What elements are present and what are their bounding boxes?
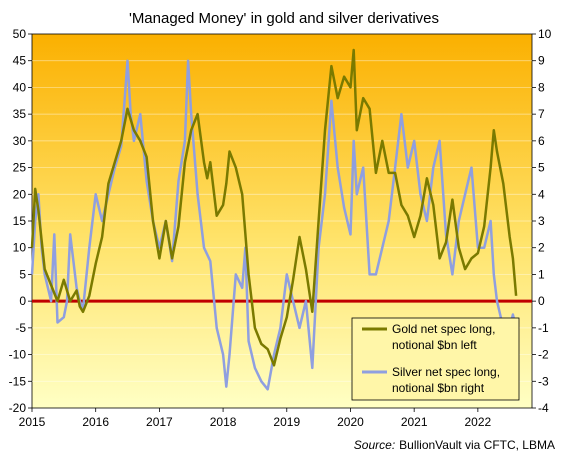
y-right-tick-label: -1 [538, 321, 549, 335]
x-tick-label: 2021 [401, 415, 428, 429]
x-tick-label: 2016 [82, 415, 109, 429]
y-right-tick-label: 1 [538, 267, 545, 281]
y-right-tick-label: 6 [538, 134, 545, 148]
y-right-tick-label: -2 [538, 348, 549, 362]
y-left-tick-label: 0 [19, 294, 26, 308]
y-left-tick-label: 35 [13, 107, 27, 121]
svg-text:Source:BullionVault via CFTC,: Source: BullionVault via CFTC, LBMA [354, 438, 555, 452]
series-lines [30, 48, 518, 391]
x-axis: 2015 2016 2017 2018 2019 2020 2021 2022 [19, 408, 492, 429]
y-left-tick-label: -10 [9, 348, 27, 362]
y-right-tick-label: 7 [538, 107, 545, 121]
series-line-silver [30, 59, 518, 391]
y-right-tick-label: 4 [538, 187, 545, 201]
x-tick-label: 2022 [465, 415, 492, 429]
y-left-tick-label: 45 [13, 54, 27, 68]
y-right-tick-label: -3 [538, 374, 549, 388]
y-left-tick-label: 25 [13, 161, 27, 175]
x-tick-label: 2019 [273, 415, 300, 429]
chart-title: 'Managed Money' in gold and silver deriv… [129, 10, 439, 27]
y-left-tick-label: 20 [13, 187, 27, 201]
y-left-tick-label: -15 [9, 374, 27, 388]
x-tick-label: 2015 [19, 415, 46, 429]
y-right-tick-label: 5 [538, 161, 545, 175]
y-left-tick-label: -20 [9, 401, 27, 415]
y-right-tick-label: 2 [538, 241, 545, 255]
y-right-tick-label: -4 [538, 401, 549, 415]
y-right-tick-label: 9 [538, 54, 545, 68]
x-tick-label: 2017 [146, 415, 173, 429]
y-axis-right: -4 -3 -2 -1 0 1 2 3 4 5 6 7 8 9 10 [532, 27, 552, 415]
y-right-tick-label: 8 [538, 80, 545, 94]
x-tick-label: 2020 [337, 415, 364, 429]
legend-label-silver-line2: notional $bn right [392, 381, 485, 395]
y-right-tick-label: 0 [538, 294, 545, 308]
source-note: Source: BullionVault via CFTC, LBMA [354, 438, 555, 452]
source-text: BullionVault via CFTC, LBMA [399, 438, 555, 452]
y-right-tick-label: 3 [538, 214, 545, 228]
y-left-tick-label: 10 [13, 241, 27, 255]
y-left-tick-label: 40 [13, 80, 27, 94]
y-left-tick-label: 50 [13, 27, 27, 41]
legend-label-silver-line1: Silver net spec long, [392, 365, 500, 379]
x-tick-label: 2018 [210, 415, 237, 429]
y-left-tick-label: 15 [13, 214, 27, 228]
legend: Gold net spec long, notional $bn left Si… [351, 317, 520, 401]
y-left-tick-label: 5 [19, 267, 26, 281]
y-axis-left: -20 -15 -10 -5 0 5 10 15 20 25 30 35 40 45 50 [9, 27, 32, 415]
source-label: Source: [354, 438, 395, 452]
y-right-tick-label: 10 [538, 27, 552, 41]
legend-label-gold-line1: Gold net spec long, [392, 322, 495, 336]
y-left-tick-label: -5 [15, 321, 26, 335]
y-left-tick-label: 30 [13, 134, 27, 148]
legend-label-gold-line2: notional $bn left [392, 338, 477, 352]
legend-box [351, 317, 520, 401]
series-line-gold [30, 48, 518, 367]
